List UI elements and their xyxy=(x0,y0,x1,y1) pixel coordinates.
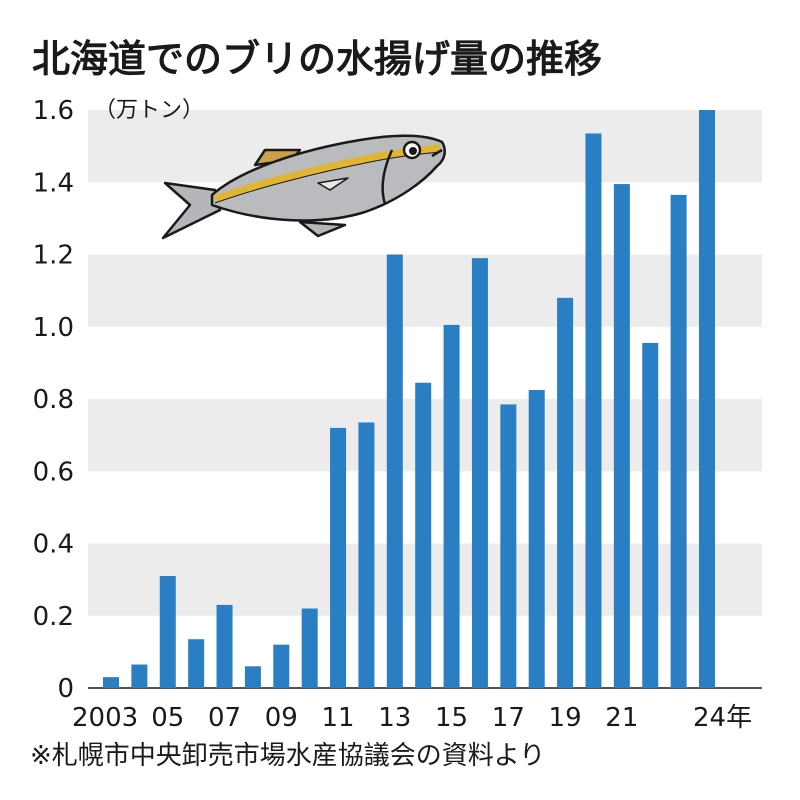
x-tick-label: 05 xyxy=(151,703,184,733)
bar-2012 xyxy=(358,422,375,688)
bar-2010 xyxy=(301,608,318,688)
bar-2004 xyxy=(131,664,148,688)
y-tick-label: 0 xyxy=(57,674,74,704)
y-tick-label: 1.6 xyxy=(33,96,74,126)
grid-band xyxy=(88,254,762,327)
x-tick-label: 13 xyxy=(378,703,411,733)
bar-2018 xyxy=(528,389,545,688)
bar-2022 xyxy=(642,343,659,688)
bar-2017 xyxy=(500,404,517,688)
bar-2015 xyxy=(443,324,460,688)
bar-2013 xyxy=(386,254,403,688)
bar-2007 xyxy=(216,604,233,688)
y-tick-label: 1.0 xyxy=(33,313,74,343)
bar-2003 xyxy=(103,677,119,688)
x-axis-ticks: 2003 05 07 09 11 13 15 17 19 21 24年 xyxy=(72,703,752,733)
y-tick-label: 1.2 xyxy=(33,241,74,271)
bar-2023 xyxy=(670,194,687,689)
y-axis-ticks: 0 0.2 0.4 0.6 0.8 1.0 1.2 1.4 1.6 xyxy=(33,96,74,704)
x-tick-label: 24年 xyxy=(693,703,752,733)
x-tick-label: 17 xyxy=(492,703,525,733)
bar-2008 xyxy=(244,666,261,688)
chart-title: 北海道でのブリの水揚げ量の推移 xyxy=(32,37,603,81)
bar-2005 xyxy=(159,576,176,688)
bar-2011 xyxy=(330,427,347,688)
x-tick-label: 21 xyxy=(605,703,638,733)
bar-2024 xyxy=(699,110,715,688)
x-tick-label: 15 xyxy=(435,703,468,733)
y-tick-label: 0.2 xyxy=(33,602,74,632)
x-tick-label: 09 xyxy=(265,703,298,733)
bar-2014 xyxy=(415,382,432,688)
y-tick-label: 0.8 xyxy=(33,385,74,415)
source-note: ※札幌市中央卸売市場水産協議会の資料より xyxy=(30,741,546,771)
yellowtail-fish-icon xyxy=(161,134,446,240)
bar-2021 xyxy=(613,184,630,688)
x-tick-label: 11 xyxy=(322,703,355,733)
bar-2016 xyxy=(471,258,488,688)
y-unit-label: （万トン） xyxy=(94,98,204,123)
x-tick-label: 07 xyxy=(208,703,241,733)
bar-2020 xyxy=(585,133,602,688)
y-tick-label: 1.4 xyxy=(33,168,74,198)
x-tick-label: 2003 xyxy=(72,703,138,733)
bar-2009 xyxy=(273,644,290,688)
x-tick-label: 19 xyxy=(549,703,582,733)
bar-2019 xyxy=(557,297,574,688)
y-tick-label: 0.4 xyxy=(33,530,74,560)
bar-2006 xyxy=(188,639,205,688)
bars xyxy=(103,110,715,689)
y-tick-label: 0.6 xyxy=(33,457,74,487)
